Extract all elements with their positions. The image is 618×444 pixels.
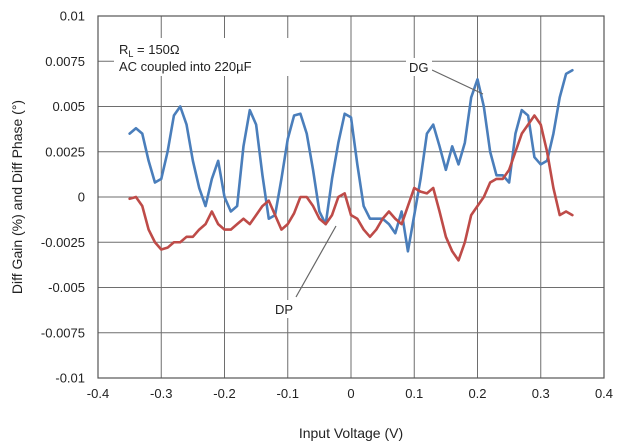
x-tick-label: 0.2 [468, 386, 486, 401]
dg-label-box [406, 58, 432, 76]
x-tick-label: 0.1 [405, 386, 423, 401]
dg-label: DG [409, 60, 429, 75]
x-tick-label: 0 [347, 386, 354, 401]
y-tick-labels: 0.01 0.0075 0.005 0.0025 0 -0.0025 -0.005 -0.00… [41, 9, 85, 386]
x-tick-label: -0.4 [87, 386, 109, 401]
x-tick-label: 0.4 [595, 386, 613, 401]
x-tick-label: -0.1 [277, 386, 299, 401]
gridlines [98, 16, 604, 378]
plot-border [97, 15, 605, 379]
y-tick-label: 0.005 [52, 99, 85, 114]
y-tick-label: -0.0025 [41, 235, 85, 250]
y-tick-label: 0.0025 [45, 144, 85, 159]
x-tick-label: -0.3 [150, 386, 172, 401]
series-lines [128, 69, 574, 262]
series-line-dg [128, 69, 574, 253]
dp-leader-line [295, 225, 337, 298]
x-axis-title: Input Voltage (V) [299, 425, 403, 441]
x-tick-labels: -0.4 -0.3 -0.2 -0.1 0 0.1 0.2 0.3 0.4 [87, 386, 613, 401]
rl-prefix: R [119, 42, 128, 57]
dp-label: DP [275, 302, 293, 317]
dp-label-box [272, 300, 298, 318]
rl-value: = 150Ω [133, 42, 180, 57]
y-tick-label: 0.0075 [45, 54, 85, 69]
rl-subscript: L [128, 49, 133, 59]
x-tick-label: 0.3 [532, 386, 550, 401]
condition-coupling-label: AC coupled into 220µF [119, 59, 252, 74]
condition-label-box [114, 38, 300, 76]
dg-leader-line [431, 69, 484, 95]
y-tick-label: 0 [78, 190, 85, 205]
y-tick-label: 0.01 [60, 9, 85, 24]
series-line-dp [128, 114, 574, 262]
y-tick-label: -0.01 [55, 371, 85, 386]
y-axis-title: Diff Gain (%) and Diff Phase (°) [9, 100, 25, 294]
y-tick-label: -0.0075 [41, 325, 85, 340]
y-tick-label: -0.005 [48, 280, 85, 295]
x-tick-label: -0.2 [213, 386, 235, 401]
condition-rl-label: RL = 150Ω [119, 42, 180, 59]
